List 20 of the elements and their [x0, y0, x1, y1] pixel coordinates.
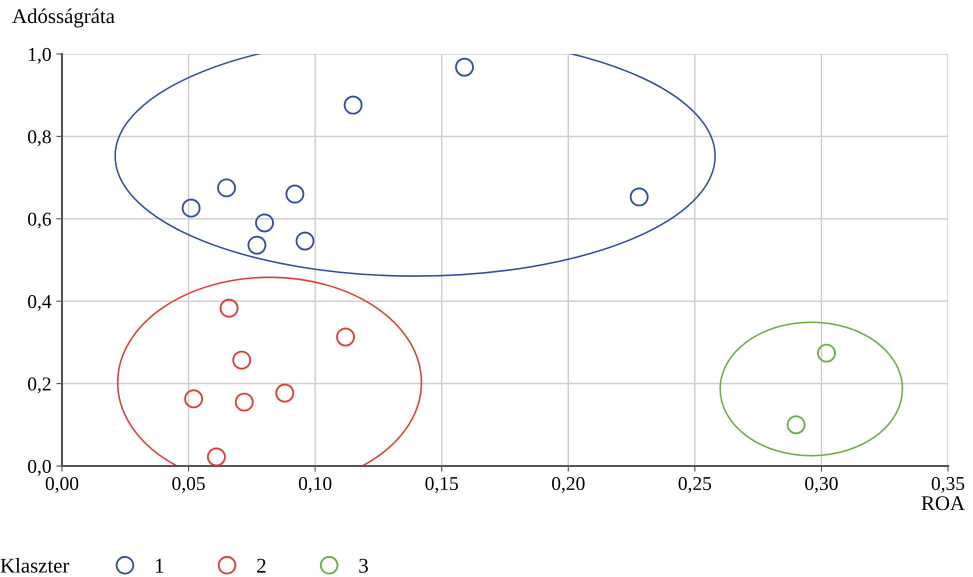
y-tick-label: 0,0: [28, 460, 51, 476]
legend-title: Klaszter: [0, 558, 70, 573]
x-tick-label: 0,00: [46, 476, 78, 493]
x-tick-label: 0,25: [678, 476, 712, 493]
x-tick-label: 0,05: [172, 476, 205, 493]
x-tick-label: 0,30: [805, 476, 838, 493]
y-tick-label: 0,6: [28, 212, 52, 229]
x-axis-title: ROA: [922, 496, 965, 510]
legend-label: 3: [359, 558, 368, 573]
x-tick-label: 0,10: [298, 476, 332, 493]
y-tick-label: 1,0: [28, 48, 51, 64]
y-axis-title: Adósságráta: [12, 8, 115, 28]
x-tick-label: 0,15: [425, 476, 458, 493]
legend-label: 2: [257, 558, 266, 573]
y-tick-label: 0,2: [28, 377, 51, 394]
x-tick-label: 0,20: [552, 476, 585, 493]
y-tick-label: 0,4: [28, 295, 52, 311]
y-tick-label: 0,8: [28, 130, 51, 146]
legend-label: 1: [156, 558, 164, 573]
x-tick-label: 0,35: [932, 476, 964, 493]
